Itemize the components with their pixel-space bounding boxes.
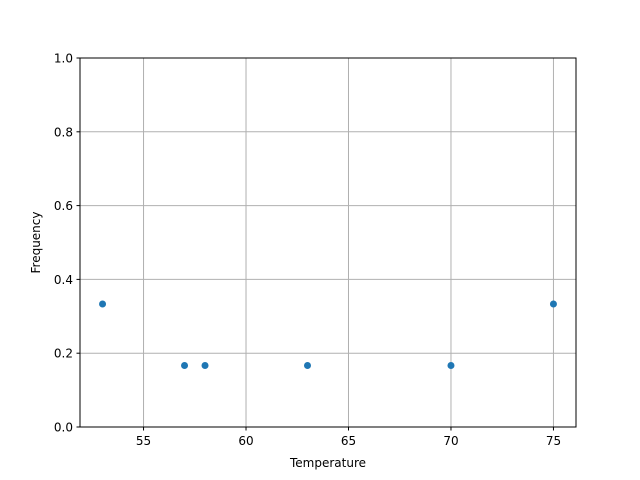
data-point xyxy=(181,361,189,369)
ticks: 55 60 65 70 75 0.0 0.2 0.4 0.6 0.8 1.0 xyxy=(54,52,561,449)
y-tick-label: 0.6 xyxy=(54,199,73,213)
x-tick-label: 75 xyxy=(546,434,561,448)
y-tick-label: 1.0 xyxy=(54,52,73,66)
x-tick-label: 70 xyxy=(443,434,458,448)
y-axis-label: Frequency xyxy=(29,212,43,274)
y-tick-label: 0.2 xyxy=(54,347,73,361)
grid xyxy=(80,57,576,428)
data-point xyxy=(201,361,209,369)
plot-frame xyxy=(79,57,577,428)
x-tick-label: 65 xyxy=(341,434,356,448)
data-point xyxy=(549,300,557,308)
y-tick-label: 0.8 xyxy=(54,125,73,139)
data-point xyxy=(304,361,312,369)
y-tick-label: 0.4 xyxy=(54,273,73,287)
x-tick-label: 55 xyxy=(136,434,151,448)
data-point xyxy=(447,361,455,369)
data-point xyxy=(99,300,107,308)
x-axis-label: Temperature xyxy=(289,456,366,470)
data-points xyxy=(99,300,557,369)
x-tick-label: 60 xyxy=(238,434,253,448)
y-tick-label: 0.0 xyxy=(54,421,73,435)
